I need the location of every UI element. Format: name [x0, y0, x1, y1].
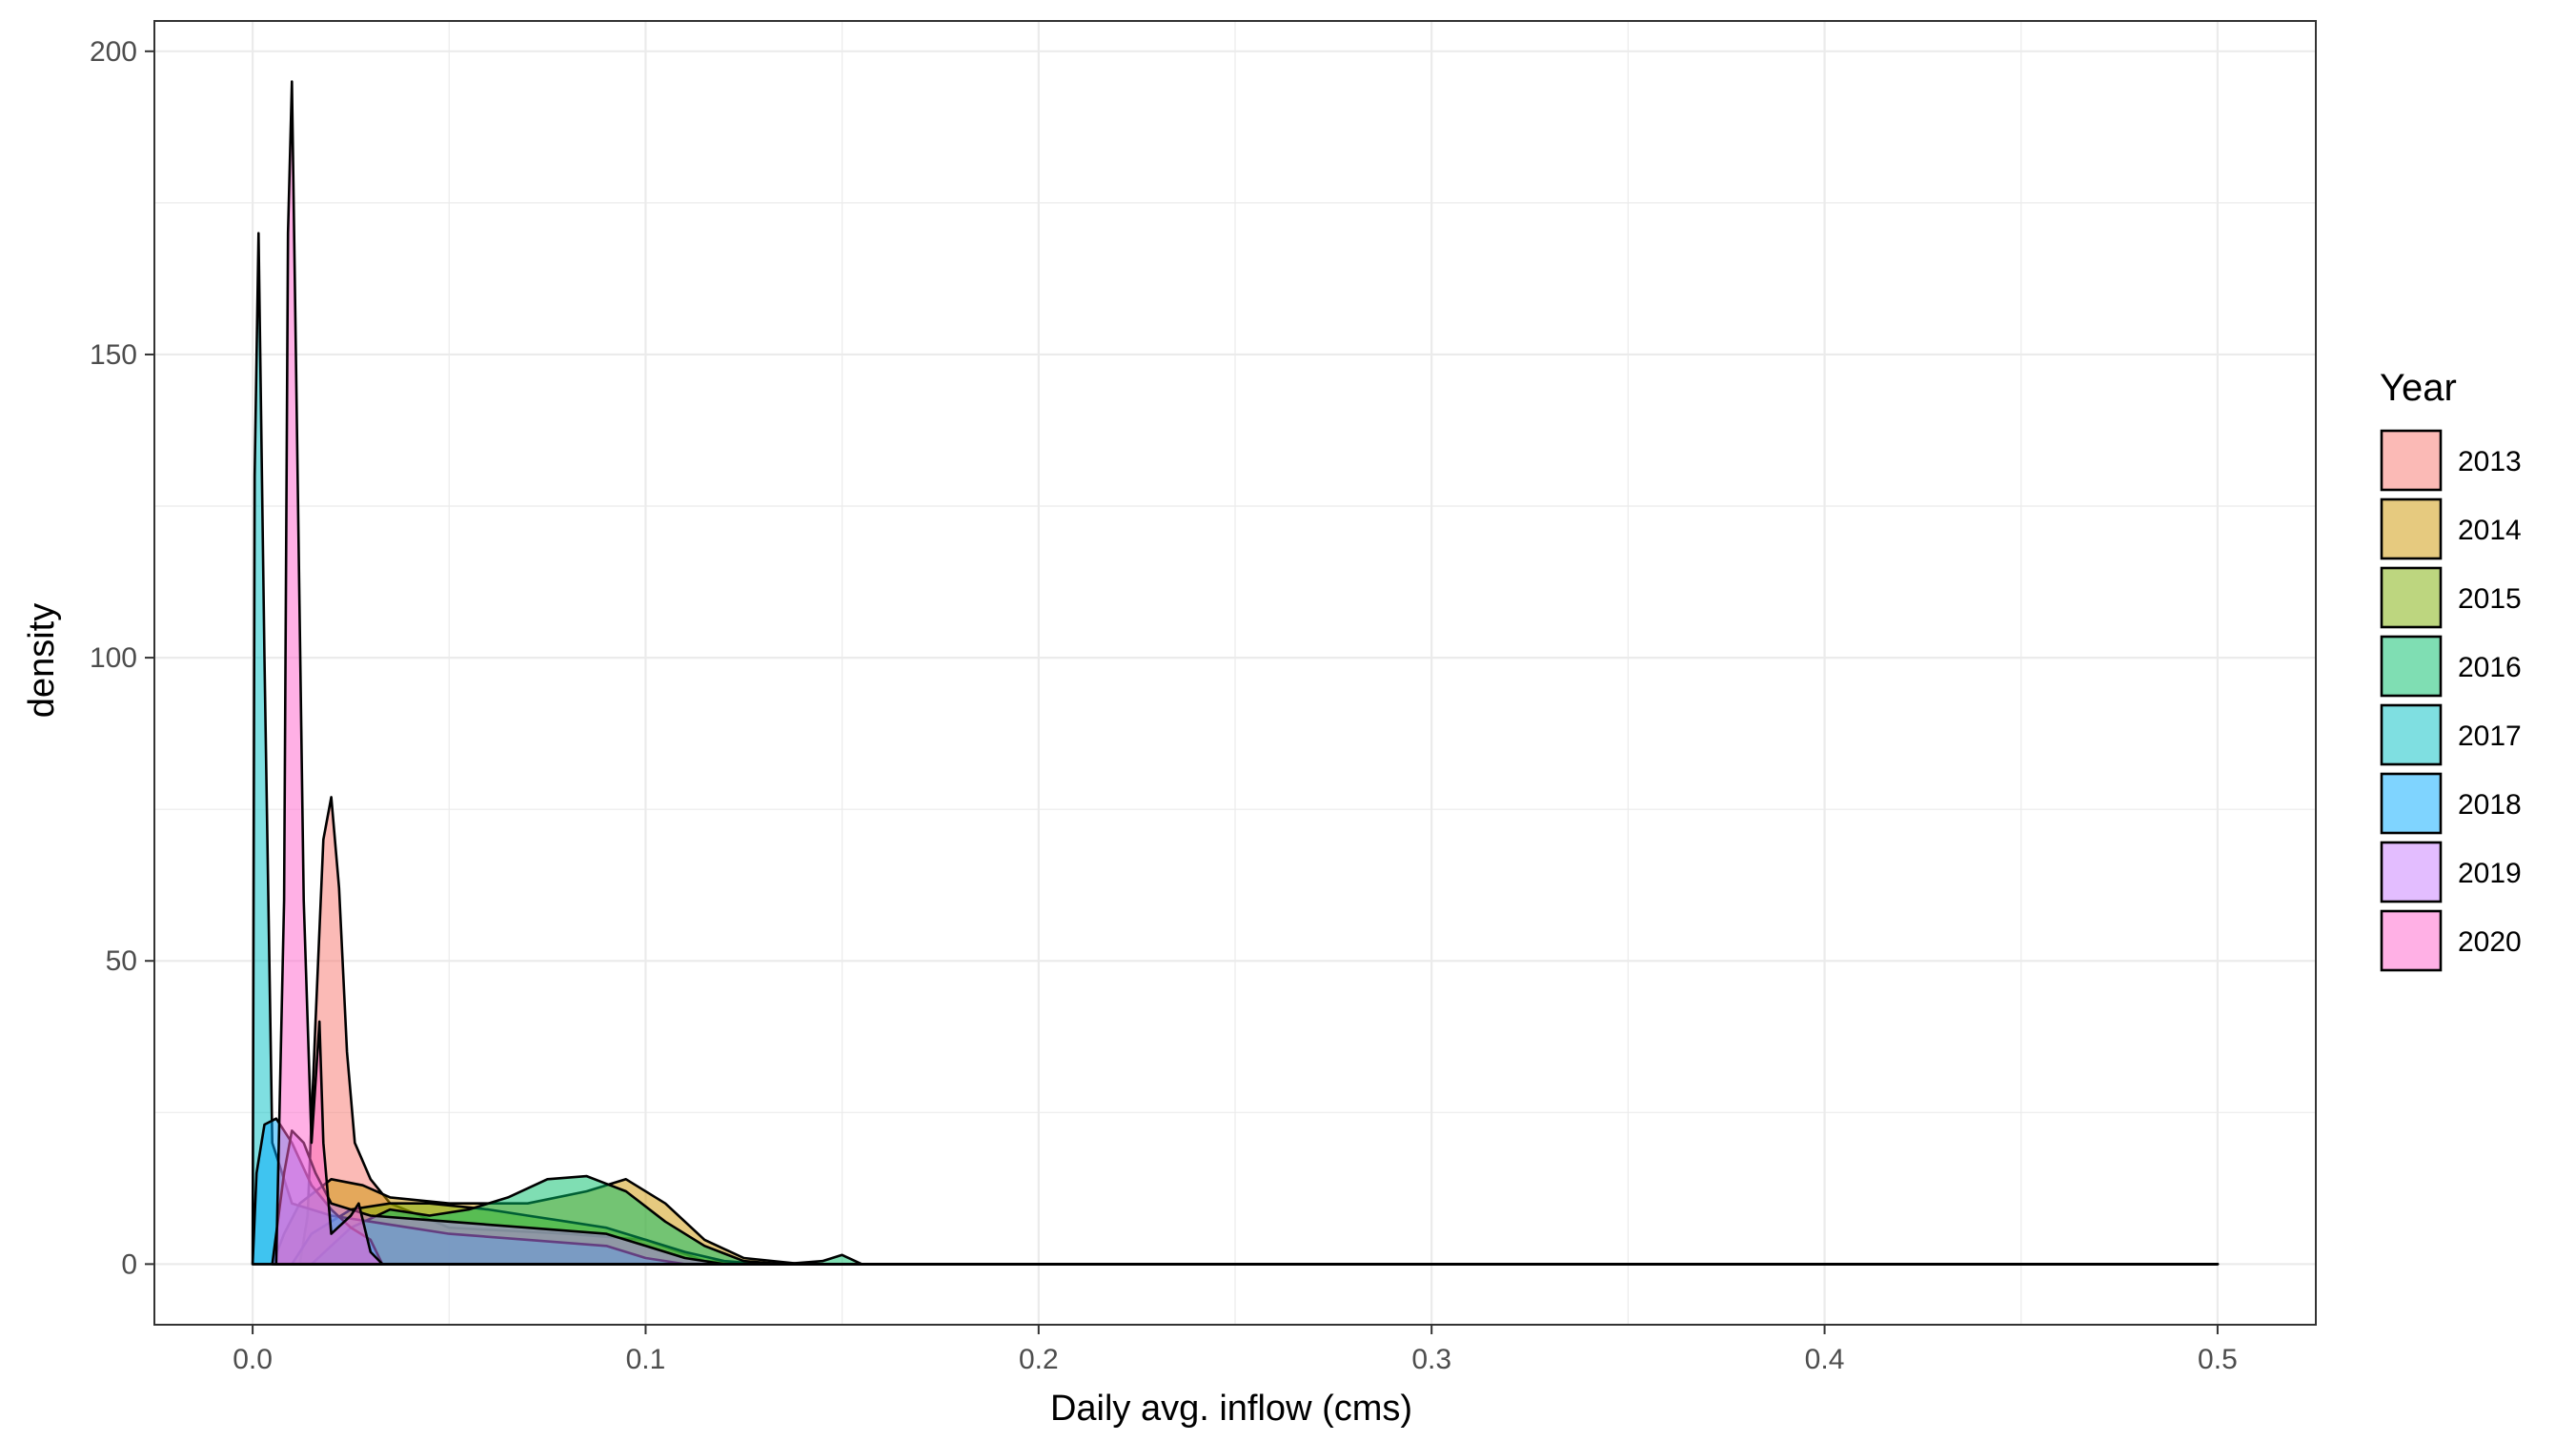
x-tick-label: 0.3	[1411, 1344, 1451, 1375]
x-tick-label: 0.0	[233, 1344, 273, 1375]
legend-swatch-2020	[2380, 909, 2443, 972]
y-tick-label: 150	[90, 339, 137, 371]
legend-swatch-2017	[2380, 703, 2443, 766]
legend-swatch-2018	[2380, 772, 2443, 835]
x-axis-title: Daily avg. inflow (cms)	[1050, 1389, 1412, 1429]
y-tick-label: 100	[90, 642, 137, 674]
y-tick-label: 0	[121, 1248, 137, 1280]
legend-items: 2013 2014 2015 2016 2017 2018 2019 2020	[2380, 429, 2522, 972]
x-tick-label: 0.4	[1805, 1344, 1845, 1375]
panel-border	[153, 20, 2317, 1326]
x-tick-label: 0.5	[2198, 1344, 2238, 1375]
legend-swatch-2013	[2380, 429, 2443, 492]
legend-title: Year	[2380, 367, 2457, 409]
grid	[154, 21, 2316, 1325]
density-area-2020	[274, 80, 2220, 1266]
legend-label-2015: 2015	[2458, 583, 2522, 615]
legend-label-2020: 2020	[2458, 926, 2522, 958]
x-axis-ticks: 0.0 0.1 0.2 0.3 0.4 0.5	[233, 1325, 2238, 1375]
y-axis-title: density	[22, 603, 62, 718]
legend-label-2019: 2019	[2458, 858, 2522, 889]
y-tick-label: 200	[90, 36, 137, 68]
y-tick-label: 50	[106, 945, 137, 977]
legend: Year 2013 2014 2015 2016 2017 2018 2019 2020	[2380, 367, 2522, 972]
y-axis-ticks: 0 50 100 150 200	[90, 36, 154, 1280]
density-areas	[251, 80, 2220, 1266]
legend-label-2013: 2013	[2458, 446, 2522, 477]
x-tick-label: 0.2	[1019, 1344, 1059, 1375]
legend-label-2014: 2014	[2458, 515, 2522, 546]
x-tick-label: 0.1	[626, 1344, 666, 1375]
legend-label-2018: 2018	[2458, 789, 2522, 821]
legend-label-2016: 2016	[2458, 652, 2522, 683]
legend-swatch-2015	[2380, 566, 2443, 629]
legend-swatch-2014	[2380, 497, 2443, 560]
legend-swatch-2016	[2380, 635, 2443, 698]
legend-swatch-2019	[2380, 841, 2443, 903]
legend-label-2017: 2017	[2458, 720, 2522, 752]
